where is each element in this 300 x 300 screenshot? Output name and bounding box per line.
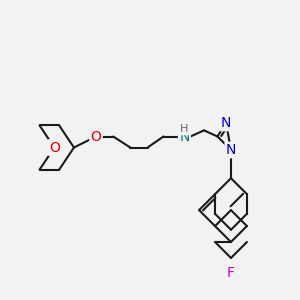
Text: O: O [91,130,101,143]
Text: F: F [227,266,235,280]
Text: H: H [180,124,188,134]
Text: O: O [49,140,60,154]
Text: N: N [179,130,190,143]
Text: N: N [226,143,236,157]
Text: N: N [221,116,231,130]
